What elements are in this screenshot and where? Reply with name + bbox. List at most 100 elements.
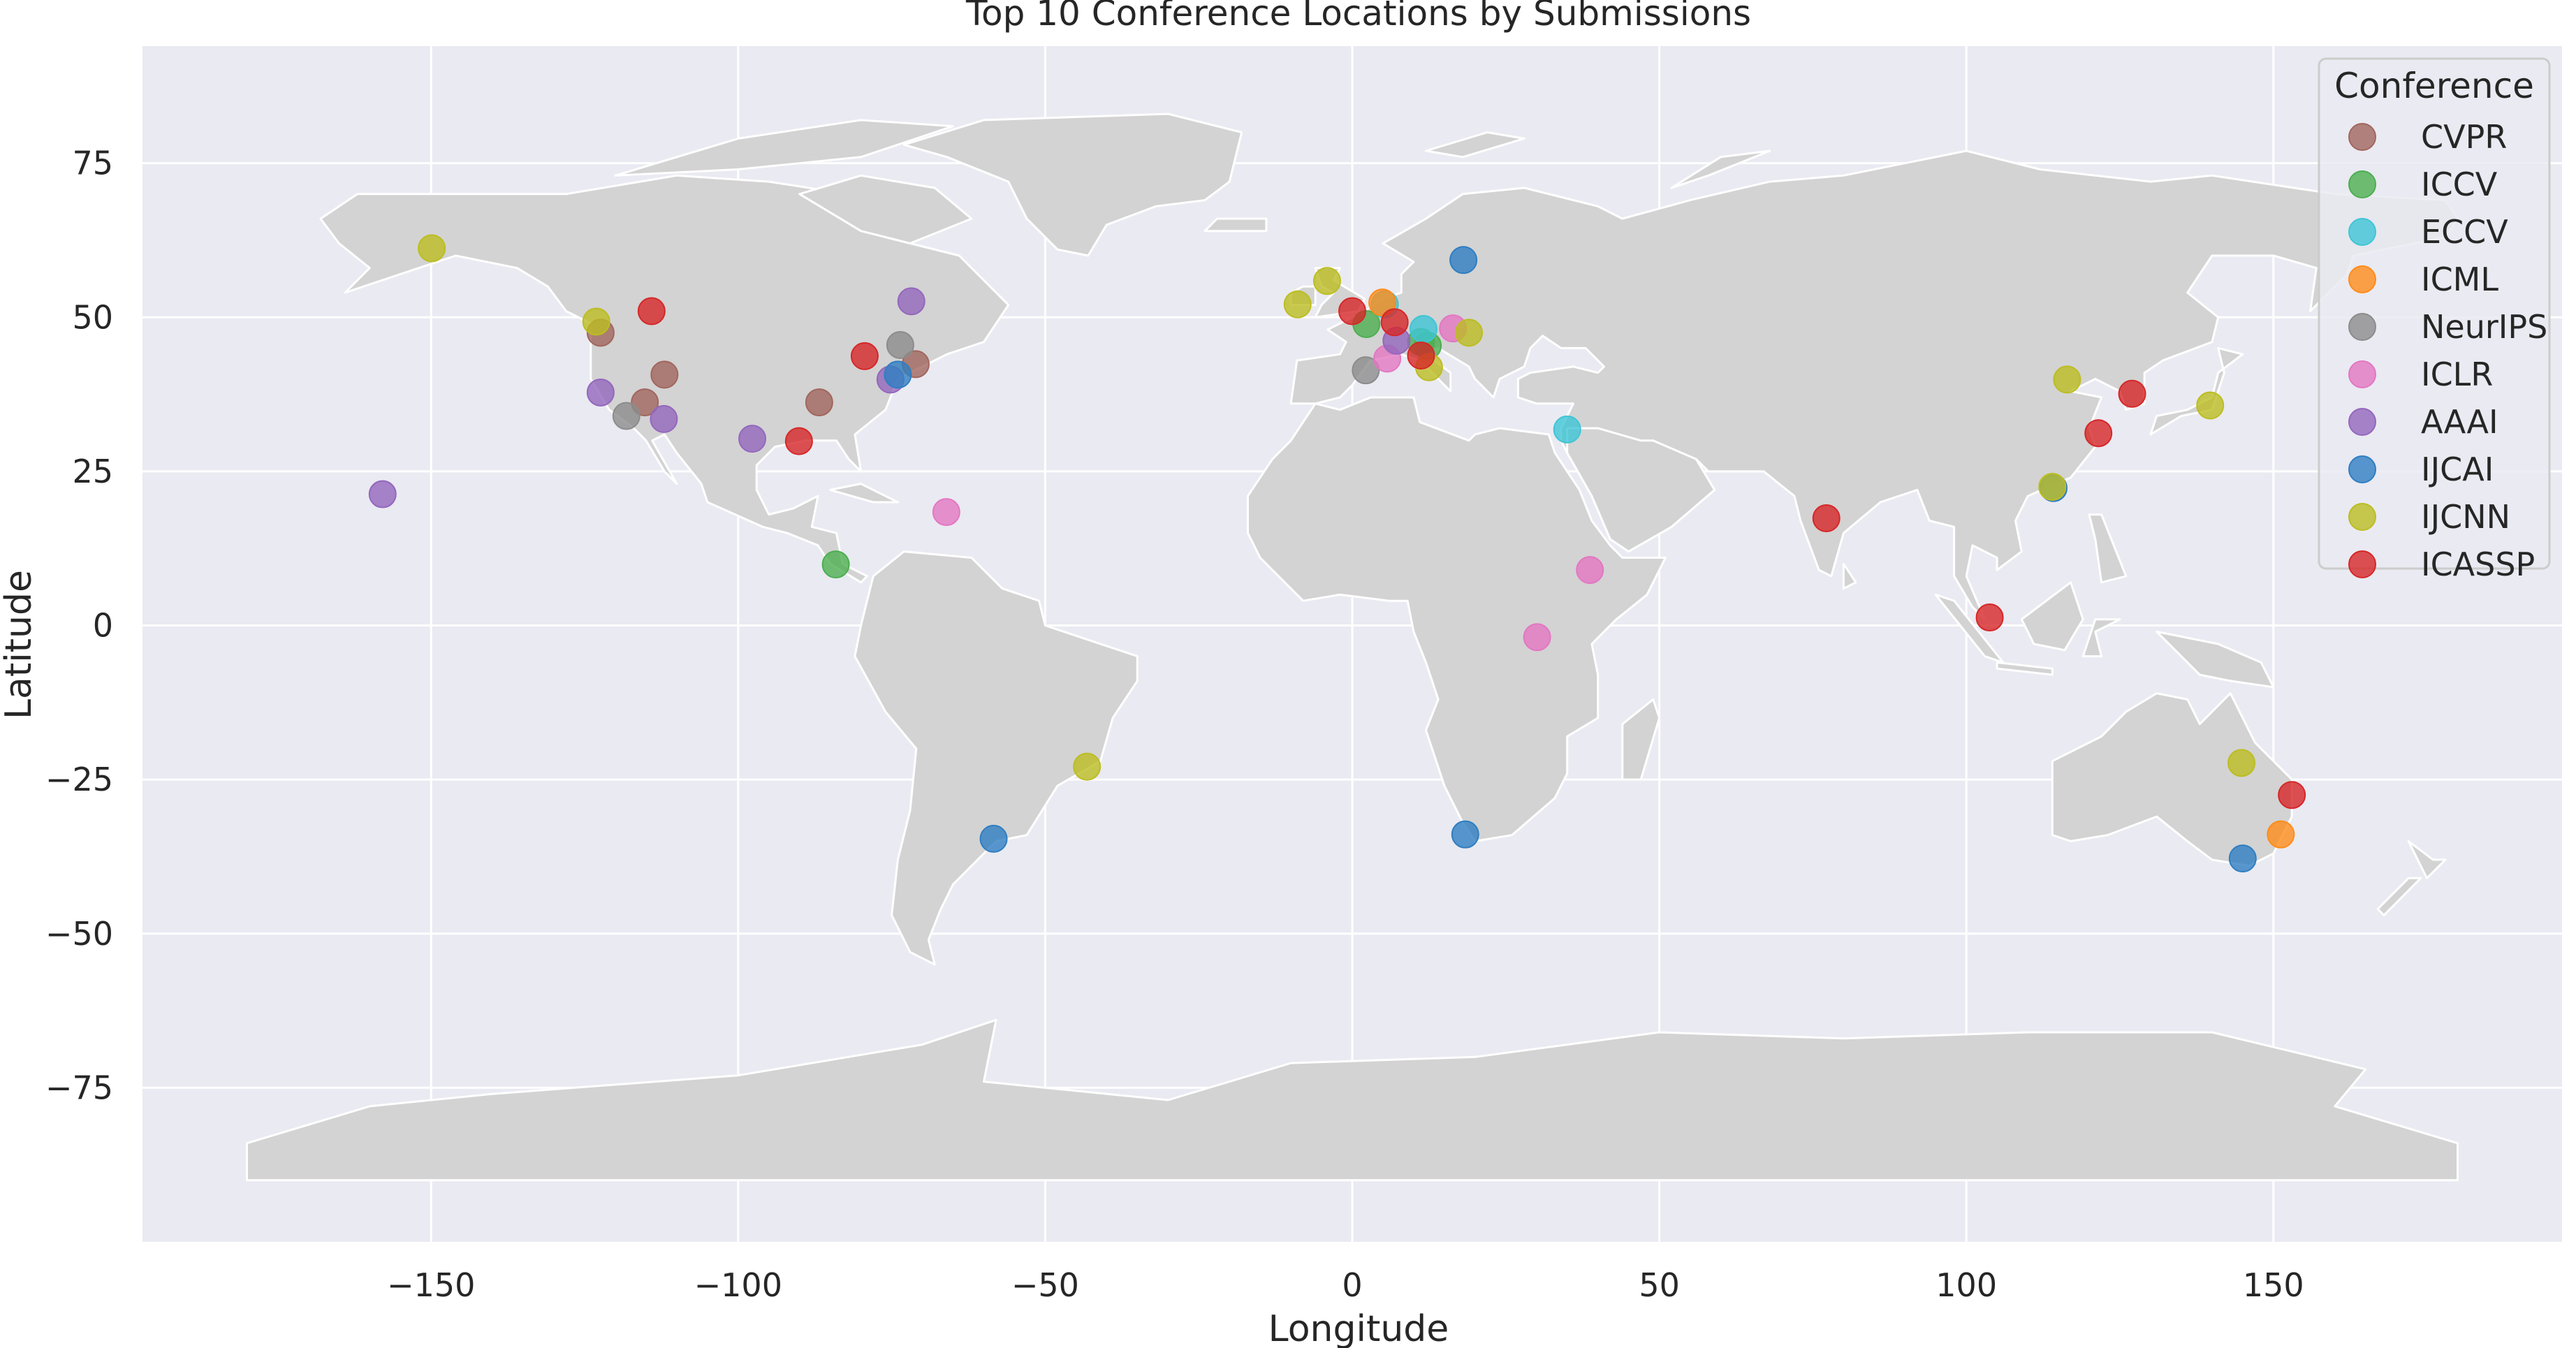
legend-items: CVPR ICCV ECCV ICML NeurIPS ICLR AAAI IJCAI IJCN… — [2348, 118, 2547, 583]
x-tick-label: −150 — [387, 1266, 475, 1304]
land-arctic-islands — [614, 119, 954, 177]
legend-label: ICASSP — [2421, 545, 2535, 583]
y-tick-label: 75 — [72, 145, 113, 182]
x-tick-label: 0 — [1342, 1266, 1362, 1304]
point-icassp — [2278, 781, 2306, 809]
x-axis-label: Longitude — [1268, 1308, 1449, 1348]
point-ijcai — [1451, 820, 1479, 849]
point-icassp — [850, 342, 879, 370]
land-australia — [2051, 692, 2293, 867]
legend-label: ICML — [2421, 261, 2498, 298]
chart-title: Top 10 Conference Locations by Submissio… — [965, 0, 1751, 34]
x-tick-label: 100 — [1935, 1266, 1997, 1304]
legend-label: NeurIPS — [2421, 308, 2547, 346]
legend-label: IJCAI — [2421, 450, 2494, 488]
point-aaai — [897, 287, 925, 316]
y-axis-label: Latitude — [0, 570, 40, 719]
y-tick-label: 0 — [93, 607, 113, 645]
land-antarctica — [246, 1018, 2459, 1182]
legend-marker — [2348, 123, 2376, 151]
point-icassp — [637, 297, 666, 325]
y-tick-labels: −75 −50 −25 0 25 50 75 — [45, 145, 113, 1107]
land-arabia-cover — [1566, 427, 1716, 553]
point-iclr — [1523, 623, 1551, 652]
legend-label: AAAI — [2421, 403, 2498, 441]
legend-marker — [2348, 408, 2376, 436]
land-baffin — [798, 174, 973, 244]
point-icassp — [2118, 379, 2146, 408]
point-neurips — [1352, 356, 1380, 385]
legend-marker — [2348, 503, 2376, 531]
point-ijcnn — [582, 307, 610, 336]
point-eccv — [1553, 415, 1581, 444]
y-tick-label: −50 — [45, 915, 113, 953]
land-new-guinea — [2156, 630, 2275, 689]
point-ijcnn — [2038, 472, 2067, 501]
land-novaya-zemlya — [1670, 149, 1771, 189]
point-ijcnn — [2053, 365, 2081, 394]
point-ijcnn — [1312, 267, 1341, 295]
point-ijcai — [884, 360, 912, 389]
legend-label: CVPR — [2421, 118, 2507, 156]
land-madagascar — [1621, 698, 1661, 781]
legend-label: ICCV — [2421, 166, 2498, 203]
point-icassp — [784, 427, 813, 455]
legend-label: ECCV — [2421, 213, 2508, 251]
y-tick-label: −25 — [45, 761, 113, 798]
point-ijcnn — [2196, 391, 2225, 420]
land-greenland — [902, 112, 1243, 257]
land-sulawesi — [2081, 618, 2121, 658]
point-eccv — [1409, 315, 1437, 344]
x-tick-label: 150 — [2243, 1266, 2304, 1304]
point-neurips — [612, 402, 641, 430]
y-tick-label: 25 — [72, 453, 113, 490]
land-south-america — [854, 550, 1139, 966]
legend-marker — [2348, 455, 2376, 483]
land-iceland — [1203, 217, 1268, 233]
legend-marker — [2348, 313, 2376, 341]
y-tick-label: −75 — [45, 1069, 113, 1106]
point-icassp — [1407, 342, 1435, 370]
legend-label: ICLR — [2421, 356, 2493, 393]
legend-title: Conference — [2334, 66, 2534, 106]
legend-marker — [2348, 170, 2376, 198]
point-icml — [2267, 820, 2295, 849]
point-iclr — [1576, 556, 1604, 585]
point-ijcnn — [2227, 749, 2256, 777]
point-ijcai — [1449, 246, 1478, 274]
world-map — [246, 112, 2459, 1182]
legend-frame — [2318, 57, 2551, 570]
point-ijcai — [2228, 844, 2257, 873]
point-iclr — [932, 498, 960, 527]
point-ijcnn — [1455, 318, 1484, 347]
land-java — [1996, 661, 2054, 676]
legend-marker — [2348, 218, 2376, 246]
point-ijcnn — [418, 234, 446, 263]
legend-marker — [2348, 550, 2376, 578]
x-tick-labels: −150 −100 −50 0 50 100 150 — [387, 1266, 2304, 1304]
land-new-zealand-n — [2407, 840, 2447, 879]
point-icassp — [1812, 504, 1840, 532]
point-iccv — [821, 550, 850, 579]
land-borneo — [2020, 581, 2084, 652]
land-svalbard — [1425, 131, 1525, 159]
x-tick-label: −100 — [694, 1266, 782, 1304]
x-tick-label: −50 — [1011, 1266, 1079, 1304]
point-ijcai — [979, 824, 1008, 853]
legend-label: IJCNN — [2421, 498, 2510, 536]
land-sri-lanka — [1842, 562, 1857, 590]
point-neurips — [886, 331, 914, 359]
legend-marker — [2348, 360, 2376, 388]
land-eurasia — [1289, 149, 2459, 621]
legend-marker — [2348, 265, 2376, 293]
point-icassp — [2084, 419, 2113, 448]
x-tick-label: 50 — [1639, 1266, 1680, 1304]
point-aaai — [650, 404, 678, 433]
point-aaai — [738, 425, 767, 453]
land-cuba — [829, 483, 899, 504]
land-africa — [1247, 396, 1667, 842]
point-icassp — [1380, 308, 1409, 337]
legend: Conference CVPR ICCV ECCV ICML NeurIPS ICLR AA… — [2318, 57, 2551, 583]
y-tick-label: 50 — [72, 298, 113, 336]
